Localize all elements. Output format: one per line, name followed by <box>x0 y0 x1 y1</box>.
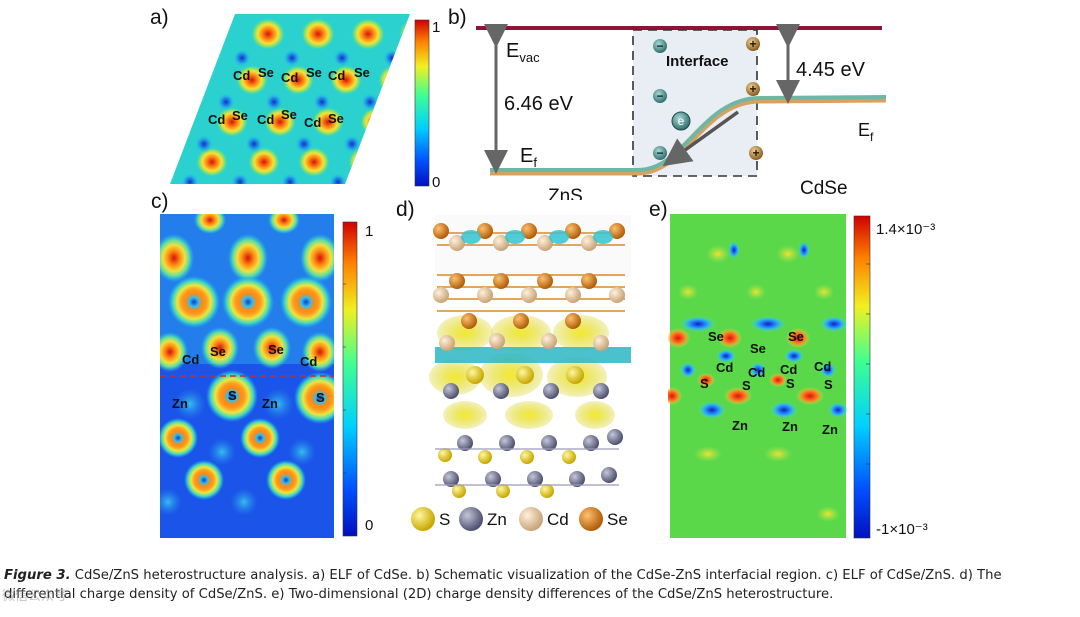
atom-label: Cd <box>780 362 797 377</box>
colorbar-e-max: 1.4×10⁻³ <box>876 221 935 238</box>
panel-a-elf-map: Cd Se Cd Se Cd Se Cd Se Cd Se Cd Se 1 0 <box>170 14 440 190</box>
evac-label: Evac <box>506 40 540 65</box>
electron-icon <box>671 111 691 131</box>
panel-c-label: c) <box>151 190 169 213</box>
positive-charge-group: + + + <box>746 37 763 160</box>
negative-charge-group: − − − <box>653 39 667 160</box>
watermark: 微信公众号 <box>2 589 68 604</box>
atom-label: Cd <box>233 68 250 83</box>
panel-a-label: a) <box>150 6 169 29</box>
colorbar-a-max: 1 <box>432 19 440 36</box>
atom-label: Cd <box>716 360 733 375</box>
svg-text:−: − <box>656 89 663 103</box>
panel-e-charge-map: Se Se Se Cd Cd Cd Cd S S S S Zn Zn Zn 1.… <box>668 214 935 539</box>
atom-label: Cd <box>281 70 298 85</box>
atom-label: Se <box>328 111 344 126</box>
atom-label: Cd <box>304 115 321 130</box>
atom-label: Cd <box>208 112 225 127</box>
svg-text:−: − <box>656 39 663 53</box>
atom-label: Cd <box>257 112 274 127</box>
legend-cd-label: Cd <box>547 510 569 529</box>
ef-left-label: Ef <box>520 145 537 170</box>
atom-label: S <box>316 390 325 405</box>
atom-label: Zn <box>782 419 798 434</box>
electron-symbol: e <box>678 114 685 128</box>
svg-text:+: + <box>752 146 759 160</box>
atom-label: Se <box>750 341 766 356</box>
atom-label: Se <box>708 329 724 344</box>
ef-right-label: Ef <box>858 120 874 144</box>
atom-label: Se <box>281 107 297 122</box>
caption-text: CdSe/ZnS heterostructure analysis. a) EL… <box>4 568 1002 602</box>
figure-caption: Figure 3. CdSe/ZnS heterostructure analy… <box>4 566 1076 604</box>
material-zns-label: ZnS <box>548 186 583 200</box>
panel-b-schematic: Evac 6.46 eV 4.45 eV Interface Ef Ef − −… <box>476 24 887 200</box>
atom-label: Se <box>232 108 248 123</box>
atom-label: S <box>228 388 237 403</box>
figure-label: Figure 3. <box>4 568 71 583</box>
crystal-structure <box>429 215 631 498</box>
legend-s-label: S <box>439 510 450 529</box>
atom-label: S <box>786 376 795 391</box>
gap-left-label: 6.46 eV <box>504 93 574 115</box>
atom-label: Se <box>354 65 370 80</box>
atom-label: Zn <box>822 422 838 437</box>
atom-label: Se <box>788 329 804 344</box>
legend-cd-icon <box>519 507 543 531</box>
interface-label: Interface <box>666 53 729 70</box>
legend-zn-icon <box>459 507 483 531</box>
colorbar-e <box>853 215 871 539</box>
legend-se-icon <box>579 507 603 531</box>
atom-label: Cd <box>748 365 765 380</box>
colorbar-a <box>414 19 430 187</box>
colorbar-c <box>342 221 358 537</box>
panel-b-label: b) <box>448 6 467 29</box>
panel-d-charge-density: S Zn Cd Se <box>411 215 631 531</box>
svg-text:+: + <box>749 82 756 96</box>
atom-label: S <box>742 378 751 393</box>
panel-c-elf-map: Cd Se Se Cd Zn S Zn S 1 0 <box>160 214 373 538</box>
svg-text:−: − <box>656 146 663 160</box>
legend-s-icon <box>411 507 435 531</box>
colorbar-c-max: 1 <box>365 223 373 240</box>
atom-label: Zn <box>262 396 278 411</box>
legend-zn-label: Zn <box>487 510 507 529</box>
electron-transfer-arrow <box>662 110 740 167</box>
panel-d-label: d) <box>396 198 415 221</box>
colorbar-c-min: 0 <box>365 517 373 534</box>
panel-d-legend: S Zn Cd Se <box>411 507 628 531</box>
panel-e-label: e) <box>649 198 668 221</box>
atom-label: S <box>700 376 709 391</box>
atom-label: Se <box>306 65 322 80</box>
atom-label: Se <box>258 65 274 80</box>
fermi-band-teal <box>490 95 887 172</box>
colorbar-a-min: 0 <box>432 174 440 190</box>
atom-label: Zn <box>732 418 748 433</box>
gap-right-label: 4.45 eV <box>796 59 866 81</box>
material-cdse-label: CdSe <box>800 178 848 199</box>
svg-text:+: + <box>749 37 756 51</box>
atom-label: Cd <box>182 352 199 367</box>
atom-label: Se <box>268 342 284 357</box>
atom-label: Cd <box>328 68 345 83</box>
atom-label: Cd <box>300 354 317 369</box>
colorbar-e-min: -1×10⁻³ <box>876 521 928 538</box>
atom-label: Se <box>210 344 226 359</box>
atom-label: S <box>824 377 833 392</box>
atom-label: Zn <box>172 396 188 411</box>
legend-se-label: Se <box>607 510 628 529</box>
atom-label: Cd <box>814 359 831 374</box>
